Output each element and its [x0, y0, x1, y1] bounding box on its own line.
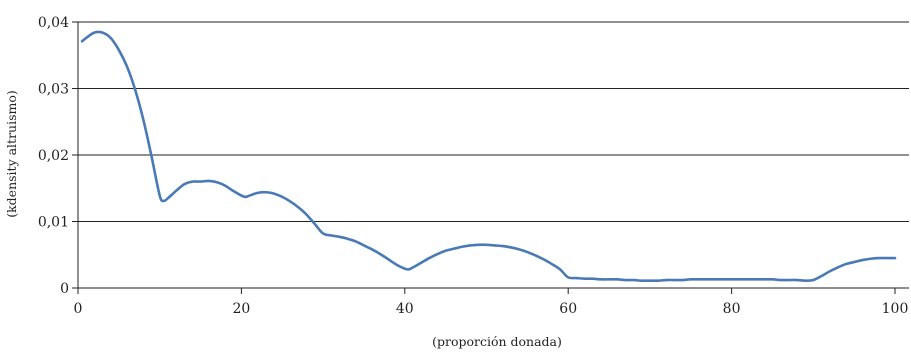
y-axis-title: (kdensity altruismo) [4, 90, 19, 218]
tick-labels: 0 0,01 0,02 0,03 0,04 0 20 40 60 80 100 [38, 15, 909, 317]
y-tick-label: 0,01 [38, 215, 69, 231]
y-tick-label: 0,03 [38, 82, 69, 98]
density-line [80, 30, 897, 283]
y-tick-label: 0 [60, 281, 69, 297]
grid-lines [78, 21, 909, 222]
series-group [80, 30, 897, 283]
x-tick-label: 0 [74, 301, 83, 317]
y-tick-label: 0,02 [38, 148, 69, 164]
x-tick-label: 40 [396, 301, 414, 317]
y-tick-label: 0,04 [38, 15, 69, 31]
x-axis-title: (proporción donada) [432, 334, 562, 349]
x-tick-label: 80 [723, 301, 741, 317]
axes [72, 21, 909, 294]
x-tick-label: 100 [882, 301, 909, 317]
x-tick-label: 60 [559, 301, 577, 317]
x-tick-label: 20 [232, 301, 250, 317]
